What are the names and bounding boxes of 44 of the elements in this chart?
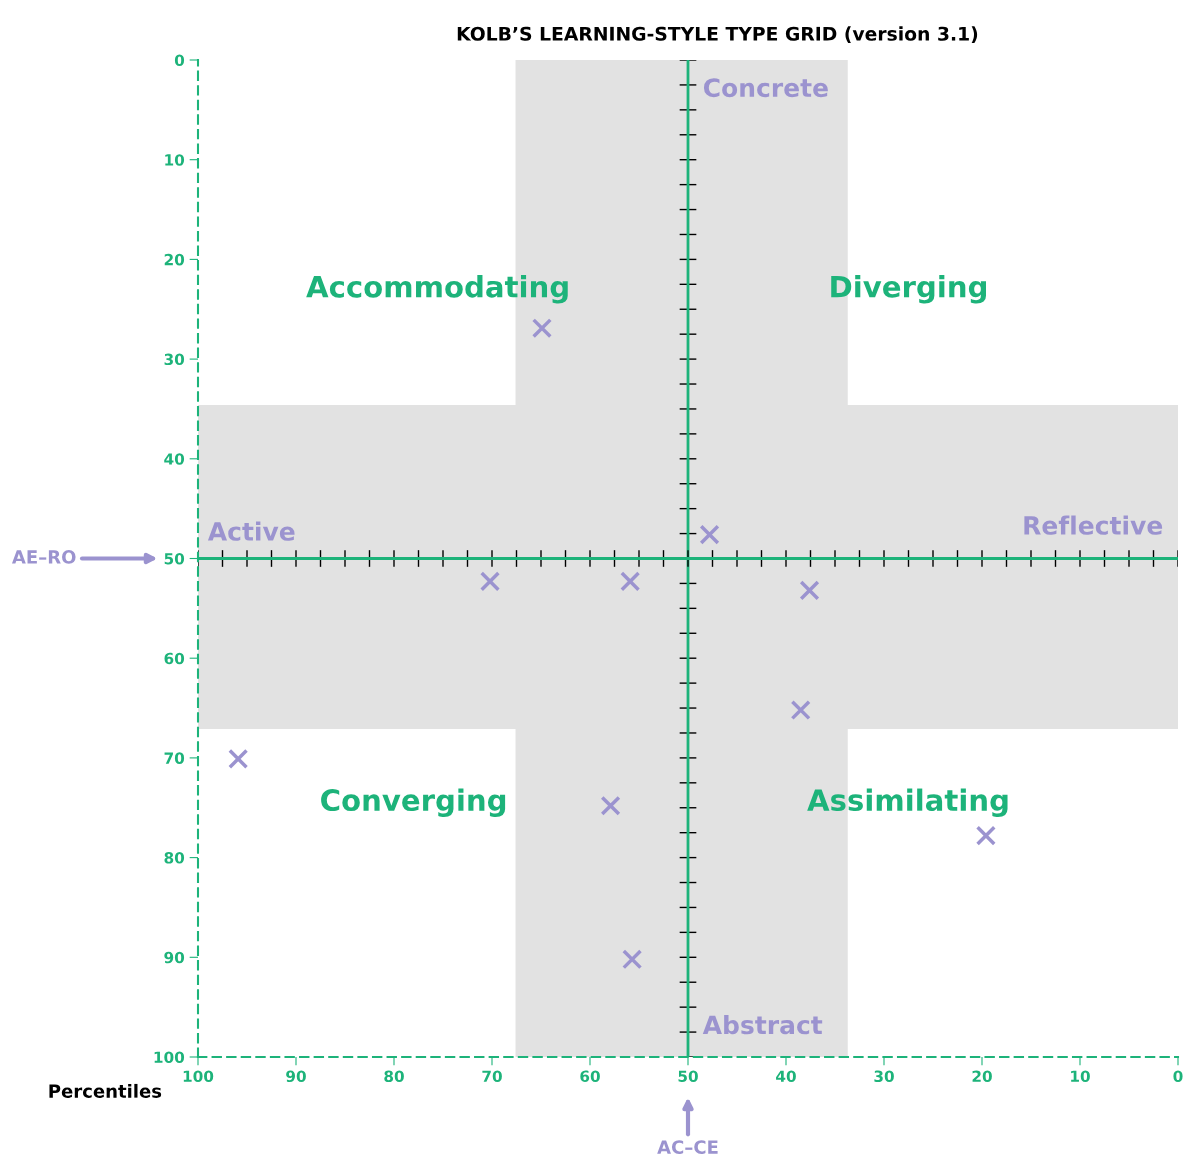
x-tick-label: 50 bbox=[678, 1070, 698, 1083]
x-tick-label: 30 bbox=[874, 1070, 894, 1083]
chart-title: KOLB’S LEARNING-STYLE TYPE GRID (version 3.1) bbox=[457, 26, 978, 44]
x-tick-label: 60 bbox=[580, 1070, 600, 1083]
annotation: Diverging bbox=[831, 275, 986, 304]
y-tick-label: 20 bbox=[164, 253, 185, 266]
y-tick-label: 100 bbox=[154, 1051, 185, 1064]
annotation: Assimilating bbox=[807, 788, 1008, 817]
x-tick-label: 40 bbox=[776, 1070, 796, 1083]
x-tick-label: 20 bbox=[972, 1070, 992, 1083]
x-tick-label: 70 bbox=[482, 1070, 502, 1083]
annotation: Abstract bbox=[702, 1014, 823, 1035]
y-tick-label: 60 bbox=[164, 652, 185, 665]
y-tick-label: 50 bbox=[164, 552, 185, 565]
x-tick-label: 80 bbox=[384, 1070, 404, 1083]
point bbox=[531, 318, 553, 339]
text: AC–CE bbox=[657, 1140, 718, 1154]
y-tick-label: 0 bbox=[174, 54, 185, 67]
y-tick-label: 10 bbox=[165, 154, 185, 166]
point bbox=[479, 571, 501, 592]
x-tick-label: 90 bbox=[286, 1070, 306, 1083]
annotation: Concrete bbox=[703, 78, 828, 98]
annotation: Active bbox=[207, 521, 295, 541]
x-tick-label: 0 bbox=[1173, 1070, 1183, 1083]
annotation: Reflective bbox=[1024, 515, 1163, 535]
y-tick-label: 80 bbox=[164, 852, 185, 864]
point bbox=[620, 571, 641, 592]
point bbox=[975, 825, 996, 846]
annotation: Accommodating bbox=[306, 275, 568, 304]
y-tick-label: 40 bbox=[164, 453, 185, 465]
point bbox=[790, 699, 811, 721]
x-tick-label: 10 bbox=[1071, 1070, 1090, 1083]
point bbox=[600, 795, 621, 816]
point bbox=[228, 748, 249, 769]
point bbox=[622, 949, 643, 970]
annotation: Converging bbox=[321, 788, 506, 817]
x-tick-label: 100 bbox=[183, 1070, 214, 1083]
point bbox=[799, 580, 820, 601]
y-tick-label: 30 bbox=[164, 353, 185, 366]
point bbox=[699, 524, 720, 545]
text: AE–RO bbox=[11, 550, 76, 564]
x-axis-title: Percentiles bbox=[49, 1083, 162, 1098]
y-tick-label: 70 bbox=[164, 752, 185, 764]
y-tick-label: 90 bbox=[164, 951, 185, 964]
